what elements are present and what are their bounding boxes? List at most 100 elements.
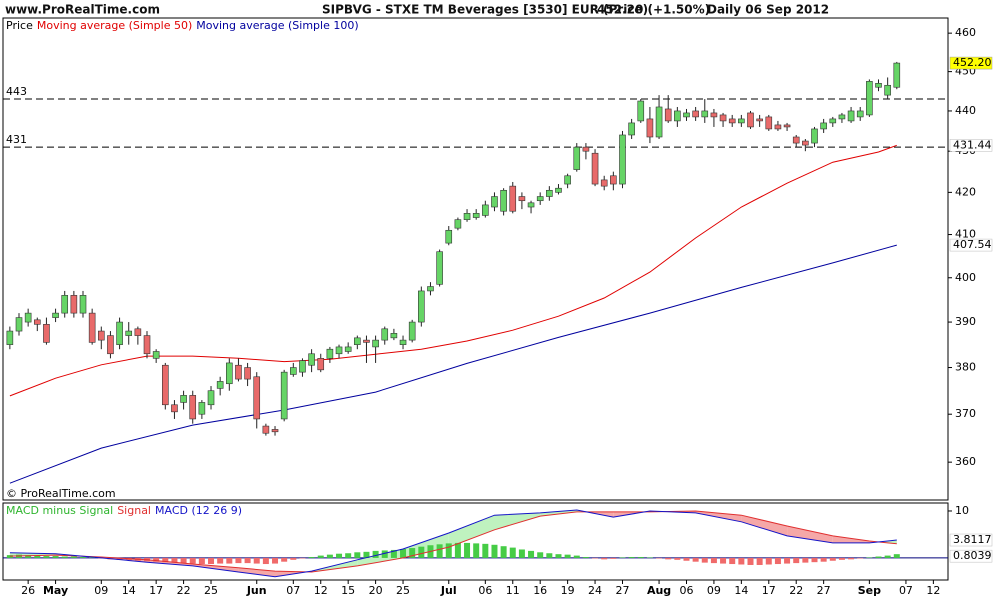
candle-body: [6, 330, 14, 345]
histogram-bar: [646, 557, 653, 558]
histogram-bar: [875, 556, 882, 558]
y-tick-label: 420: [955, 185, 976, 198]
x-tick-label: 17: [149, 584, 163, 597]
histogram-bar: [701, 557, 708, 563]
histogram-bar: [244, 557, 251, 564]
histogram-bar: [674, 557, 681, 560]
histogram-bar: [637, 556, 644, 558]
candle-body: [692, 110, 699, 118]
candle-body: [838, 114, 846, 120]
y-tick-label: 390: [955, 315, 976, 328]
x-tick-label: 12: [926, 584, 940, 597]
histogram-bar: [582, 556, 589, 558]
histogram-bar: [665, 557, 672, 560]
histogram-bar: [784, 557, 791, 564]
histogram-bar: [765, 557, 772, 565]
candle-body: [363, 339, 370, 343]
histogram-bar: [491, 544, 498, 558]
histogram-bar: [363, 551, 370, 558]
candle-body: [811, 128, 818, 144]
candle-body: [683, 112, 690, 118]
candle-body: [674, 110, 681, 122]
histogram-bar: [720, 557, 727, 564]
histogram-bar: [299, 557, 306, 559]
candle-body: [847, 110, 855, 122]
histogram-bar: [866, 557, 873, 558]
x-tick-label: 19: [561, 584, 575, 597]
legend-entry: Moving average (Simple 50): [37, 19, 192, 32]
histogram-bar: [189, 557, 196, 564]
candle-body: [884, 84, 891, 96]
histogram-bar: [555, 554, 562, 558]
histogram-bar: [253, 557, 260, 564]
histogram-bar: [336, 553, 343, 558]
histogram-bar: [354, 552, 361, 558]
histogram-bar: [317, 555, 324, 558]
histogram-bar: [445, 543, 452, 558]
x-tick-label: Jul: [440, 584, 457, 597]
histogram-bar: [820, 557, 827, 562]
site-name: www.ProRealTime.com: [5, 3, 160, 17]
candle-body: [207, 390, 215, 406]
x-tick-label: Sep: [858, 584, 881, 597]
histogram-bar: [473, 543, 480, 558]
candle-body: [710, 112, 718, 118]
candle-body: [15, 317, 23, 332]
candle-body: [344, 346, 352, 352]
candle-body: [619, 134, 626, 185]
candle-body: [390, 333, 398, 339]
legend-entry: MACD (12 26 9): [155, 504, 242, 517]
histogram-bar: [848, 557, 855, 560]
candle-body: [802, 140, 809, 146]
candle-body: [180, 395, 187, 403]
histogram-end-label: 0.8039: [953, 549, 992, 562]
y-tick-label: 360: [955, 455, 976, 468]
legend-entry: Signal: [117, 504, 151, 517]
histogram-bar: [34, 555, 41, 558]
histogram-bar: [518, 549, 525, 558]
candle-body: [646, 118, 654, 138]
histogram-bar: [857, 557, 864, 559]
candle-body: [728, 118, 736, 124]
histogram-bar: [208, 557, 215, 565]
candle-body: [107, 335, 114, 355]
x-tick-label: Jun: [246, 584, 267, 597]
histogram-bar: [482, 543, 489, 558]
x-tick-label: 09: [94, 584, 108, 597]
x-tick-label: 11: [506, 584, 520, 597]
candle-body: [216, 381, 224, 389]
period: Daily 06 Sep 2012: [707, 3, 829, 17]
histogram-bar: [610, 557, 617, 559]
legend-entry: Price: [6, 19, 33, 32]
candle-body: [171, 404, 178, 413]
histogram-bar: [308, 556, 315, 558]
candle-body: [152, 351, 160, 359]
candle-body: [756, 118, 763, 122]
x-tick-label: 12: [314, 584, 328, 597]
candle-body: [326, 348, 334, 359]
histogram-bar: [893, 554, 900, 558]
candle-body: [299, 360, 306, 373]
candle-body: [143, 335, 151, 355]
x-tick-label: 06: [679, 584, 693, 597]
macd-signal-fill: [448, 515, 495, 548]
candle-body: [52, 312, 59, 318]
histogram-bar: [235, 557, 242, 564]
macd-signal-fill: [494, 512, 541, 530]
candle-body: [445, 229, 453, 244]
histogram-bar: [217, 557, 224, 564]
candle-body: [97, 330, 105, 341]
candle-body: [408, 321, 416, 341]
legend-entry: Moving average (Simple 100): [196, 19, 358, 32]
histogram-bar: [409, 548, 416, 558]
last-price-label: 452.20: [953, 56, 992, 69]
chart-title: SIPBVG - STXE TM Beverages [3530] EUR (P…: [322, 3, 648, 17]
x-tick-label: 07: [286, 584, 300, 597]
histogram-bar: [838, 557, 845, 560]
histogram-bar: [573, 555, 580, 558]
x-tick-label: 27: [615, 584, 629, 597]
x-tick-label: May: [43, 584, 68, 597]
histogram-bar: [811, 557, 818, 563]
candle-body: [765, 116, 773, 130]
candle-body: [463, 213, 471, 220]
